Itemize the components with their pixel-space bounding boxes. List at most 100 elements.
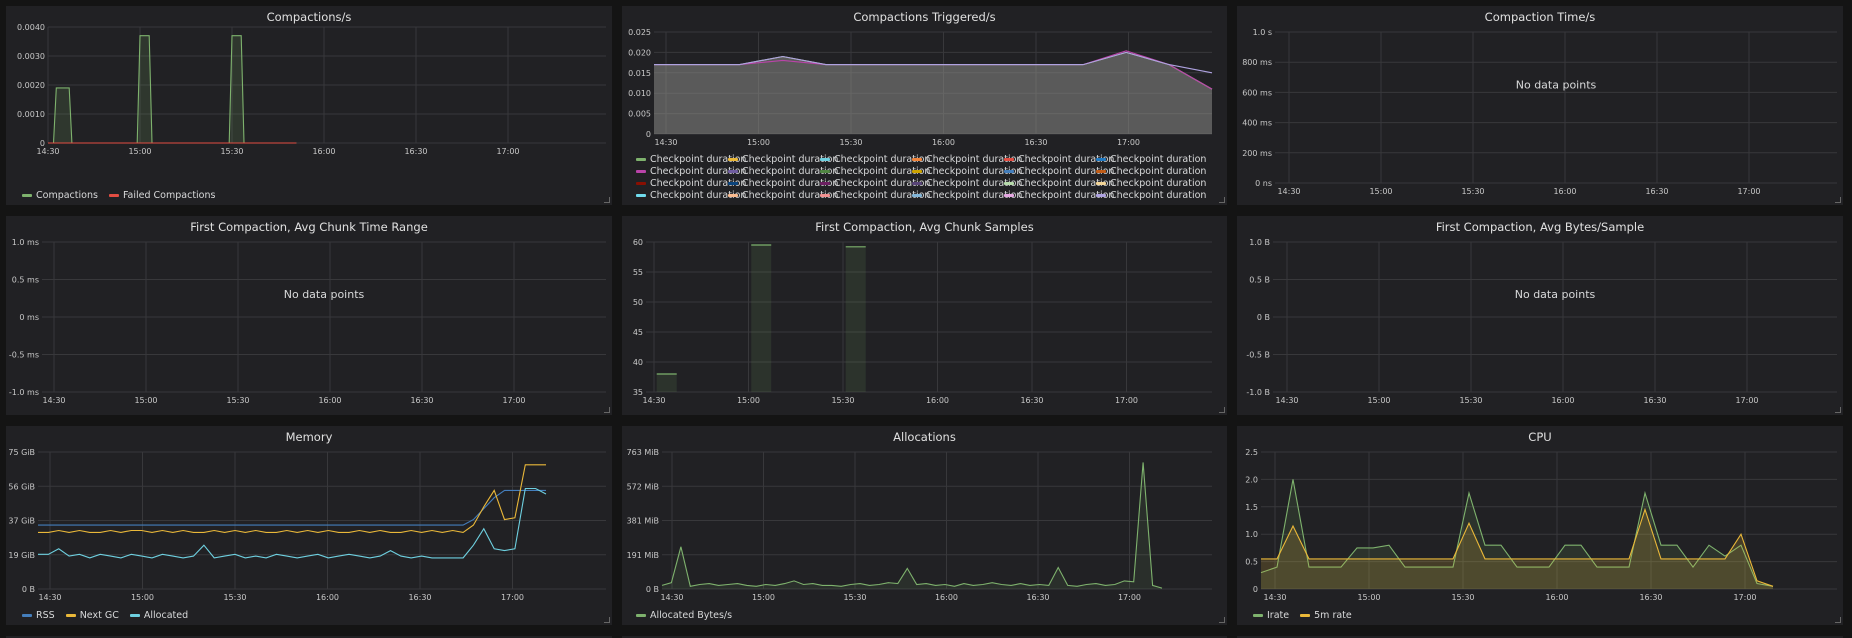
legend-item-checkpoint-duration[interactable]: Checkpoint duration [1002, 166, 1114, 178]
y-tick-label: 1.0 [1245, 530, 1258, 539]
legend-item-checkpoint-duration[interactable]: Checkpoint duration [634, 154, 746, 166]
legend-swatch [1004, 182, 1014, 185]
panel-compactions-triggered: Compactions Triggered/s 0 0.005 0.010 0.015… [622, 6, 1227, 205]
legend-label: Allocated [143, 610, 189, 621]
x-tick-label: 15:30 [226, 396, 249, 405]
legend-item-checkpoint-duration[interactable]: Checkpoint duration [818, 190, 930, 202]
resize-handle[interactable] [1219, 407, 1225, 413]
y-tick-label: 0.5 ms [12, 276, 39, 285]
panel-title[interactable]: First Compaction, Avg Chunk Time Range [190, 220, 428, 234]
legend-swatch [108, 194, 119, 197]
legend-item-checkpoint-duration[interactable]: Checkpoint duration [634, 178, 746, 190]
panel-title[interactable]: Compaction Time/s [1484, 10, 1596, 24]
legend-label: Checkpoint duration [926, 178, 1023, 189]
legend-label: Compactions [36, 190, 98, 201]
legend-item-checkpoint-duration[interactable]: Checkpoint duration [1094, 166, 1206, 178]
legend-item-rss[interactable]: RSS [20, 610, 55, 622]
legend-item-checkpoint-duration[interactable]: Checkpoint duration [818, 166, 930, 178]
next-row-panel-edge [622, 636, 1227, 638]
legend-swatch [129, 614, 140, 617]
y-tick-label: 50 [633, 298, 643, 307]
x-tick-label: 15:30 [220, 147, 243, 156]
legend-item-checkpoint-duration[interactable]: Checkpoint duration [634, 166, 746, 178]
legend-item-checkpoint-duration[interactable]: Checkpoint duration [910, 190, 1022, 202]
resize-handle[interactable] [1835, 617, 1841, 623]
legend-swatch [1096, 170, 1106, 173]
legend-item-checkpoint-duration[interactable]: Checkpoint duration [1002, 190, 1114, 202]
resize-handle[interactable] [604, 197, 610, 203]
cpu-chart: 0 0.5 1.0 1.5 2.0 2.5 14:30 15:00 15:30 16:00 16:3… [1245, 448, 1837, 602]
legend-item-5m-rate[interactable]: 5m rate [1298, 610, 1352, 622]
x-tick-label: 15:00 [131, 593, 154, 602]
x-tick-label: 17:00 [1735, 396, 1758, 405]
legend-item-checkpoint-duration[interactable]: Checkpoint duration [634, 190, 746, 202]
sample-bar [845, 246, 866, 392]
legend-item-allocated-bytes[interactable]: Allocated Bytes/s [634, 610, 732, 622]
panel-title[interactable]: CPU [1528, 430, 1552, 444]
y-tick-label: 75 GiB [8, 448, 35, 457]
no-data-text: No data points [1516, 79, 1597, 92]
sample-bar [656, 374, 677, 392]
legend-item-failed-compactions[interactable]: Failed Compactions [107, 190, 215, 202]
legend-label: 5m rate [1314, 610, 1352, 621]
resize-handle[interactable] [1219, 617, 1225, 623]
x-tick-label: 14:30 [654, 138, 677, 147]
panel-title[interactable]: First Compaction, Avg Bytes/Sample [1435, 220, 1645, 234]
y-tick-label: 2.5 [1245, 448, 1258, 457]
legend-item-checkpoint-duration[interactable]: Checkpoint duration [818, 178, 930, 190]
legend-swatch [1096, 158, 1106, 161]
y-tick-label: 200 ms [1242, 149, 1272, 158]
resize-handle[interactable] [1835, 197, 1841, 203]
panel-title[interactable]: Compactions/s [266, 10, 352, 24]
y-tick-label: 0.0020 [17, 81, 45, 90]
legend-item-checkpoint-duration[interactable]: Checkpoint duration [726, 154, 838, 166]
resize-handle[interactable] [1835, 407, 1841, 413]
legend-item-checkpoint-duration[interactable]: Checkpoint duration [726, 166, 838, 178]
legend: RSS Next GC Allocated [20, 610, 194, 622]
legend-item-checkpoint-duration[interactable]: Checkpoint duration [910, 166, 1022, 178]
legend-item-checkpoint-duration[interactable]: Checkpoint duration [1002, 178, 1114, 190]
legend-item-checkpoint-duration[interactable]: Checkpoint duration [1094, 178, 1206, 190]
legend-label: Checkpoint duration [1110, 178, 1207, 189]
panel-title[interactable]: Allocations [893, 430, 956, 444]
legend-label: Checkpoint duration [1018, 178, 1115, 189]
legend-swatch [728, 170, 738, 173]
legend-item-checkpoint-duration[interactable]: Checkpoint duration [910, 154, 1022, 166]
legend-item-compactions[interactable]: Compactions [20, 190, 98, 202]
panel-title[interactable]: First Compaction, Avg Chunk Samples [815, 220, 1034, 234]
triggered-area [654, 52, 1212, 134]
next-row-panel-edge [6, 636, 612, 638]
legend-item-irate[interactable]: Irate [1251, 610, 1289, 622]
x-tick-label: 15:00 [747, 138, 770, 147]
legend-swatch [728, 194, 738, 197]
legend-item-checkpoint-duration[interactable]: Checkpoint duration [726, 190, 838, 202]
legend-item-next-gc[interactable]: Next GC [64, 610, 119, 622]
legend-swatch [1004, 194, 1014, 197]
legend-label: Checkpoint duration [834, 178, 931, 189]
resize-handle[interactable] [1219, 197, 1225, 203]
legend-item-allocated[interactable]: Allocated [128, 610, 188, 622]
resize-handle[interactable] [604, 407, 610, 413]
legend-item-checkpoint-duration[interactable]: Checkpoint duration [1094, 190, 1206, 202]
legend-item-checkpoint-duration[interactable]: Checkpoint duration [1094, 154, 1206, 166]
legend-swatch [1004, 158, 1014, 161]
legend-item-checkpoint-duration[interactable]: Checkpoint duration [726, 178, 838, 190]
compactions-triggered-chart: 0 0.005 0.010 0.015 0.020 0.025 14:30 15:00 15:3… [628, 28, 1213, 147]
y-tick-label: 191 MiB [627, 551, 659, 560]
legend-item-checkpoint-duration[interactable]: Checkpoint duration [910, 178, 1022, 190]
y-tick-label: 0.0030 [17, 52, 45, 61]
panel-title[interactable]: Memory [285, 430, 333, 444]
legend-item-checkpoint-duration[interactable]: Checkpoint duration [818, 154, 930, 166]
x-tick-label: 17:00 [1737, 187, 1760, 196]
cpu-series-0-area [1261, 479, 1773, 589]
y-tick-label: 60 [633, 238, 643, 247]
x-tick-label: 16:30 [408, 593, 431, 602]
allocations-chart: 0 B 191 MiB 381 MiB 572 MiB 763 MiB 14:30 15:0… [627, 448, 1212, 602]
x-tick-label: 16:00 [318, 396, 341, 405]
legend-item-checkpoint-duration[interactable]: Checkpoint duration [1002, 154, 1114, 166]
legend-swatch [22, 194, 32, 197]
legend-swatch [636, 182, 646, 185]
panel-memory: Memory 0 B 19 GiB 37 GiB 56 GiB 75 GiB 14:30 1… [6, 426, 612, 625]
panel-title[interactable]: Compactions Triggered/s [853, 10, 996, 24]
resize-handle[interactable] [604, 617, 610, 623]
